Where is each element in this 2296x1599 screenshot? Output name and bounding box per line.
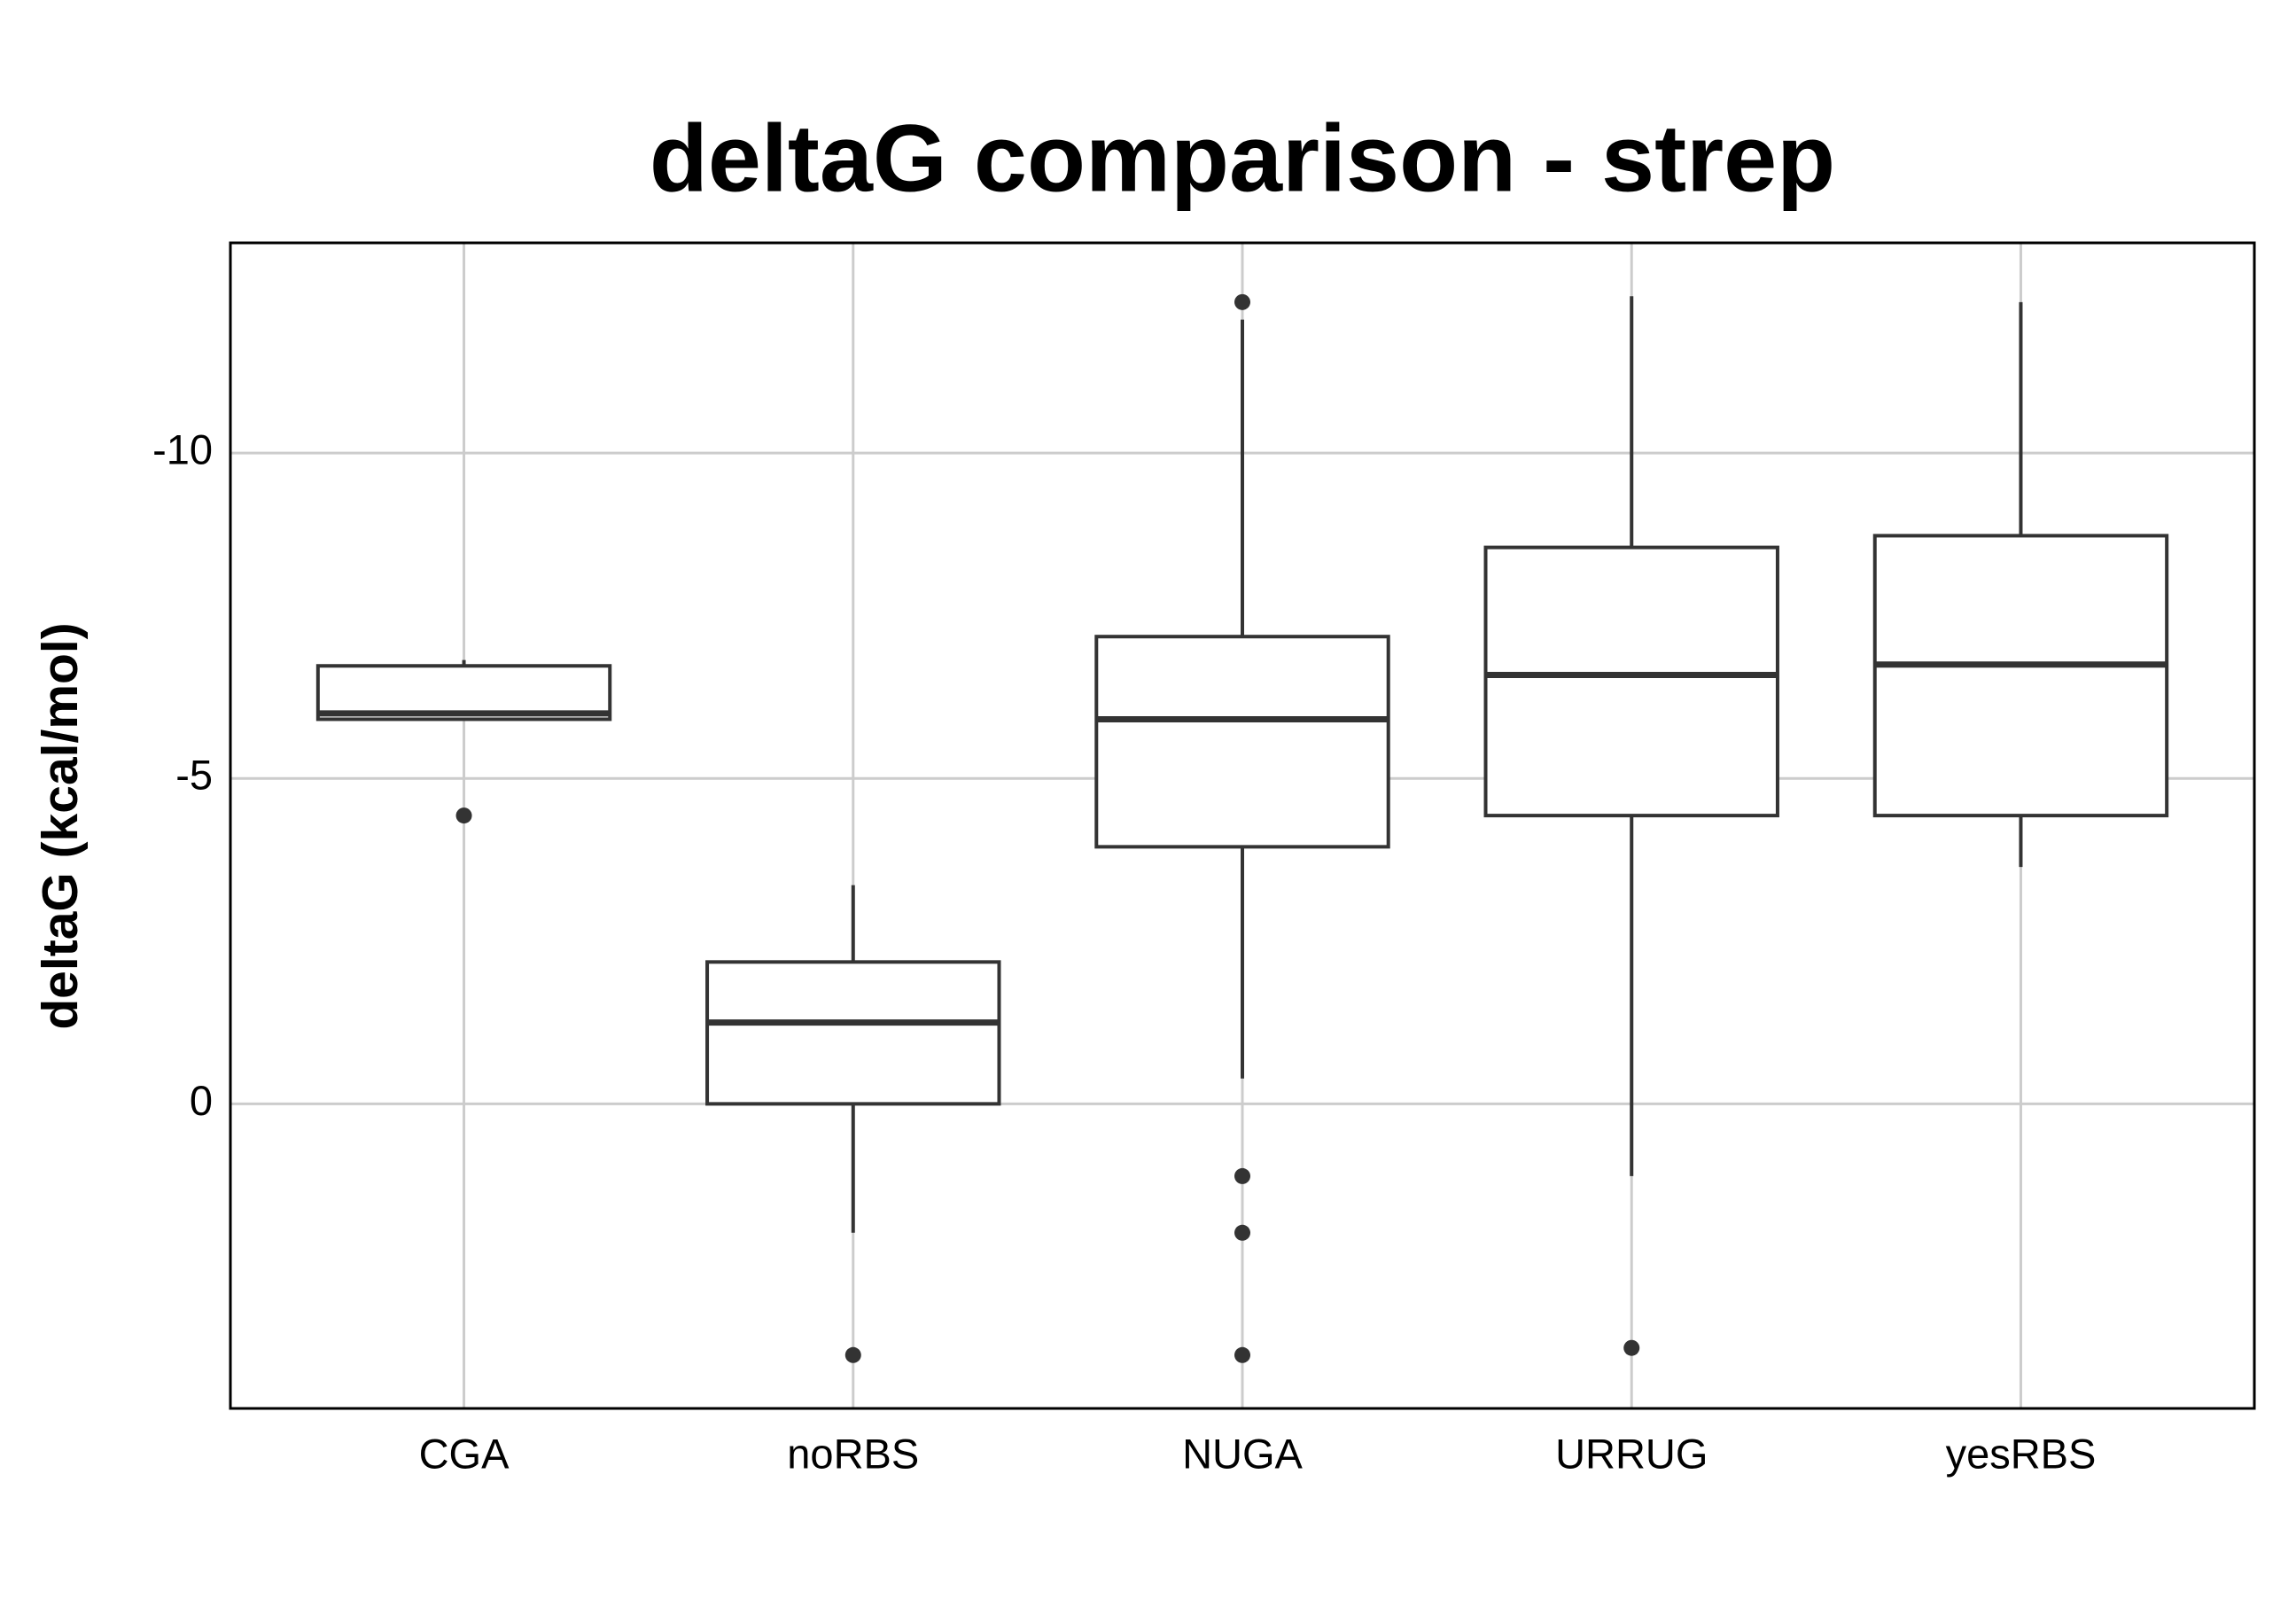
outlier [1234, 1167, 1250, 1184]
outlier [1234, 1346, 1250, 1363]
chart-title: deltaG comparison - strep [650, 105, 1835, 212]
x-tick-label: CGA [419, 1430, 510, 1477]
x-tick-label: URRUG [1555, 1430, 1708, 1477]
y-tick-label: -10 [152, 426, 213, 473]
y-tick-label: 0 [190, 1077, 213, 1124]
box [705, 960, 1001, 1106]
box [1872, 534, 2169, 818]
outlier [844, 1346, 861, 1363]
y-tick-label: -5 [175, 752, 213, 799]
outlier [1234, 1224, 1250, 1241]
outlier [1623, 1339, 1640, 1356]
y-axis-title: deltaG (kcal/mol) [32, 622, 89, 1029]
x-tick-label: yesRBS [1946, 1430, 2097, 1477]
x-tick-label: NUGA [1182, 1430, 1303, 1477]
box [1094, 635, 1390, 849]
outlier [1234, 293, 1250, 310]
box [1483, 545, 1779, 818]
x-tick-label: noRBS [787, 1430, 919, 1477]
outlier [455, 807, 472, 824]
plot-border [229, 241, 2256, 1410]
